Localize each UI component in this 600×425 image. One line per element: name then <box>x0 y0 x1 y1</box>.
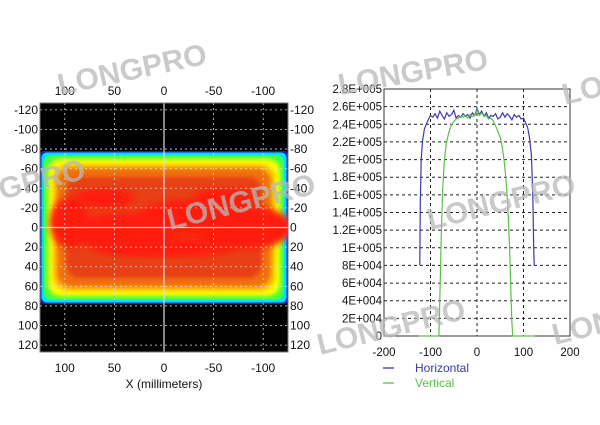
line-y-tick-label: 1.2E+005 <box>332 225 382 237</box>
heatmap-bottom-tick-label: -100 <box>251 361 275 375</box>
heatmap-plot: 100 100 50 50 0 0 -50 -50 -100 -100 -120 -120 -100 -1… <box>14 84 314 391</box>
heatmap-right-tick-label: 60 <box>290 279 304 293</box>
line-x-tick-label: 0 <box>474 347 480 359</box>
series-line-horizontal <box>419 106 535 266</box>
heatmap-x-axis-title: X (millimeters) <box>126 377 203 391</box>
heatmap-left-tick-label: 40 <box>25 260 39 274</box>
heatmap-bottom-tick-label: 50 <box>108 361 122 375</box>
heatmap-left-tick-label: -20 <box>21 201 39 215</box>
heatmap-left-tick-label: 60 <box>25 279 39 293</box>
heatmap-right-tick-label: -40 <box>290 181 308 195</box>
heatmap-core-blob <box>74 188 135 209</box>
line-x-tick-label: -100 <box>419 347 442 359</box>
heatmap-bottom-tick-label: 0 <box>161 361 168 375</box>
line-y-tick-label: 1E+005 <box>342 243 382 255</box>
heatmap-bottom-tick-label: 100 <box>55 361 75 375</box>
watermark-text: LONGPRO <box>55 38 210 102</box>
heatmap-right-tick-label: 40 <box>290 260 304 274</box>
heatmap-right-tick-label: -60 <box>290 162 308 176</box>
heatmap-left-tick-label: 120 <box>18 338 38 352</box>
line-y-tick-label: 2.2E+005 <box>332 137 382 149</box>
line-y-tick-label: 2.4E+005 <box>332 119 382 131</box>
series-line-vertical <box>418 108 536 337</box>
heatmap-top-tick-label: -50 <box>205 84 223 98</box>
line-y-tick-label: 2.8E+005 <box>332 84 382 96</box>
heatmap-left-tick-label: -80 <box>21 142 39 156</box>
heatmap-frame <box>39 102 289 353</box>
legend-label-vertical: Vertical <box>415 376 454 390</box>
heatmap-top-tick-label: -100 <box>251 84 275 98</box>
line-y-tick-label: 2E+004 <box>342 313 383 325</box>
heatmap-right-tick-label: 0 <box>290 221 297 235</box>
heatmap-beam <box>40 151 288 304</box>
heatmap-left-tick-label: -40 <box>21 181 39 195</box>
line-x-tick-label: 200 <box>560 347 579 359</box>
heatmap-left-tick-label: 100 <box>18 319 38 333</box>
heatmap-top-tick-label: 50 <box>108 84 122 98</box>
heatmap-right-tick-label: 80 <box>290 299 304 313</box>
heatmap-left-tick-label: -60 <box>21 162 39 176</box>
heatmap-right-tick-label: 100 <box>290 319 310 333</box>
line-plot-frame <box>383 88 571 337</box>
line-y-tick-label: 1.4E+005 <box>332 208 382 220</box>
heatmap-right-tick-label: 20 <box>290 240 304 254</box>
heatmap-left-tick-label: -120 <box>14 103 38 117</box>
heatmap-left-tick-label: 20 <box>25 240 39 254</box>
heatmap-right-tick-label: -100 <box>290 122 314 136</box>
heatmap-top-tick-label: 100 <box>55 84 75 98</box>
heatmap-left-tick-label: -100 <box>14 122 38 136</box>
line-y-tick-label: 2.6E+005 <box>332 102 382 114</box>
heatmap-core-blob <box>49 197 90 248</box>
heatmap-bottom-tick-label: -50 <box>205 361 223 375</box>
line-x-tick-label: -200 <box>372 347 395 359</box>
line-y-tick-label: 1.6E+005 <box>332 190 382 202</box>
heatmap-right-tick-label: -120 <box>290 103 314 117</box>
heatmap-right-tick-label: 120 <box>290 338 310 352</box>
line-y-tick-label: 0 <box>376 331 382 343</box>
heatmap-right-tick-label: -20 <box>290 201 308 215</box>
heatmap-top-tick-label: 0 <box>161 84 168 98</box>
profile-line-chart: -200 -100 0 100 200 0 2E+004 4E+004 6E+004 8E+004… <box>332 84 579 390</box>
heatmap-left-tick-label: 80 <box>25 299 39 313</box>
line-y-tick-label: 4E+004 <box>342 296 383 308</box>
heatmap-right-tick-label: -80 <box>290 142 308 156</box>
line-x-tick-label: 100 <box>514 347 533 359</box>
line-y-tick-label: 1.8E+005 <box>332 172 382 184</box>
heatmap-core-blob <box>193 188 254 209</box>
legend-label-horizontal: Horizontal <box>415 361 469 375</box>
heatmap-left-tick-label: 0 <box>31 221 38 235</box>
line-y-tick-label: 2E+005 <box>342 155 382 167</box>
line-y-tick-label: 6E+004 <box>342 278 383 290</box>
watermark-text: LONGPRO <box>559 43 600 112</box>
line-y-tick-label: 8E+004 <box>342 260 383 272</box>
